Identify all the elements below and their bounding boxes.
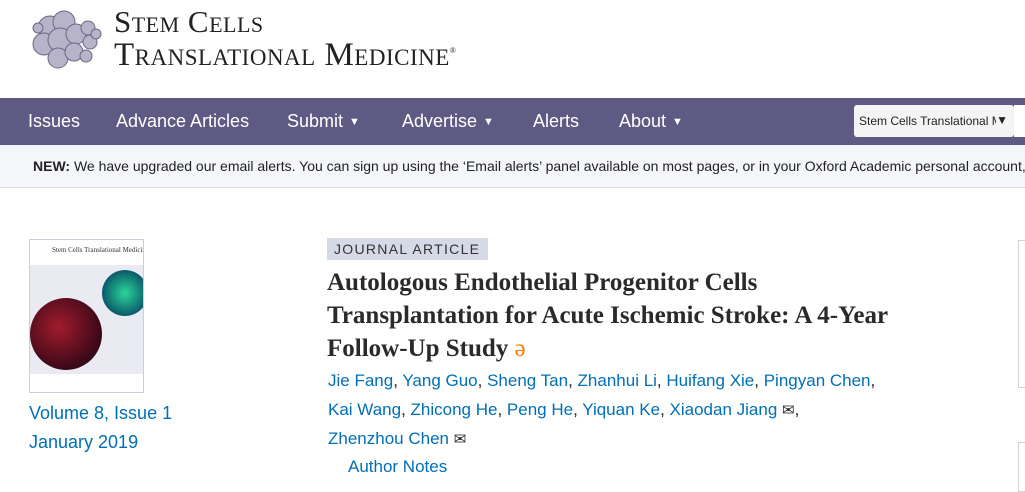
author-link[interactable]: Zhanhui Li	[577, 371, 657, 390]
open-access-icon: ə	[514, 335, 526, 362]
author-list: Jie Fang, Yang Guo, Sheng Tan, Zhanhui L…	[328, 371, 876, 448]
caret-down-icon: ▼	[996, 113, 1008, 127]
sidebar-panel	[1018, 240, 1025, 388]
author-link[interactable]: Zhenzhou Chen	[328, 429, 449, 448]
author-link[interactable]: Kai Wang	[328, 399, 402, 419]
author-link[interactable]: Pingyan Chen	[763, 371, 871, 390]
cover-title: Stem Cells Translational Medicine	[30, 240, 143, 265]
author-link[interactable]: Huifang Xie	[666, 371, 755, 390]
notice-text: We have upgraded our email alerts. You c…	[70, 158, 1025, 174]
notice-banner: NEW: We have upgraded our email alerts. …	[0, 145, 1025, 188]
author-link[interactable]: Yiquan Ke	[582, 399, 661, 419]
issue-volume-link[interactable]: Volume 8, Issue 1	[29, 403, 173, 423]
cover-footer	[30, 374, 143, 392]
logo-line-2: Translational Medicine	[114, 37, 450, 73]
article-header: JOURNAL ARTICLE Autologous Endothelial P…	[327, 238, 967, 479]
issue-cover-image[interactable]: Stem Cells Translational Medicine	[29, 239, 144, 393]
nav-issues[interactable]: Issues	[28, 111, 80, 132]
sidebar-panel	[1018, 442, 1025, 492]
cover-red-cells	[30, 298, 102, 370]
author-link[interactable]: Sheng Tan	[487, 371, 569, 390]
nav-label: Advance Articles	[116, 111, 250, 131]
article-title: Autologous Endothelial Progenitor Cells …	[327, 266, 927, 365]
article-title-text: Autologous Endothelial Progenitor Cells …	[327, 269, 888, 362]
author-link[interactable]: Yang Guo	[402, 371, 478, 390]
author-link[interactable]: Jie Fang	[328, 371, 394, 390]
nav-advertise[interactable]: Advertise ▼	[402, 111, 494, 132]
nav-alerts[interactable]: Alerts	[533, 111, 579, 132]
caret-down-icon: ▼	[672, 116, 683, 128]
envelope-icon[interactable]: ✉	[453, 431, 467, 448]
nav-about[interactable]: About ▼	[619, 111, 683, 132]
journal-logo[interactable]: Stem Cells Translational Medicine®	[30, 6, 456, 72]
envelope-icon[interactable]: ✉	[782, 401, 795, 419]
notice-prefix: NEW:	[33, 158, 71, 174]
nav-label: Alerts	[533, 111, 580, 131]
cover-green-cells	[102, 270, 143, 316]
search-scope-select[interactable]: Stem Cells Translational M ▼	[854, 105, 1014, 137]
search-input[interactable]	[1014, 105, 1025, 137]
issue-date-link[interactable]: January 2019	[29, 432, 139, 452]
caret-down-icon: ▼	[349, 116, 360, 128]
author-link[interactable]: Zhicong He	[410, 399, 498, 419]
registered-mark: ®	[449, 46, 457, 55]
nav-label: Issues	[28, 111, 81, 131]
nav-advance-articles[interactable]: Advance Articles	[116, 111, 249, 132]
logo-line-1: Stem Cells	[114, 4, 264, 39]
author-notes-link[interactable]: Author Notes	[348, 456, 448, 476]
caret-down-icon: ▼	[483, 116, 494, 128]
logo-cells-icon	[32, 10, 102, 69]
nav-submit[interactable]: Submit ▼	[287, 111, 360, 132]
nav-label: Submit	[287, 111, 344, 131]
author-link[interactable]: Xiaodan Jiang	[669, 399, 778, 419]
nav-label: About	[619, 111, 667, 131]
nav-label: Advertise	[402, 111, 478, 131]
search-scope-value: Stem Cells Translational M	[859, 114, 1002, 128]
author-link[interactable]: Peng He	[506, 399, 574, 419]
article-type-badge: JOURNAL ARTICLE	[327, 238, 489, 260]
